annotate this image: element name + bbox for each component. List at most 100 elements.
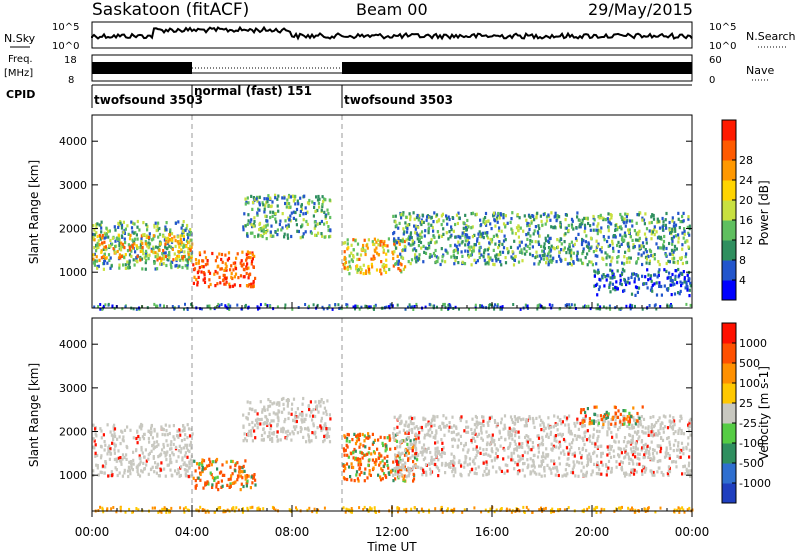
echo-cell <box>268 434 271 438</box>
echo-cell <box>113 423 116 427</box>
echo-cell <box>545 256 548 260</box>
echo-cell <box>426 432 429 436</box>
echo-cell <box>126 469 130 473</box>
echo-cell <box>495 447 498 451</box>
echo-cell <box>606 217 609 221</box>
echo-cell <box>260 433 264 438</box>
echo-cell <box>269 400 272 404</box>
echo-cell <box>251 407 254 411</box>
echo-cell <box>668 241 671 246</box>
echo-cell <box>200 270 203 274</box>
echo-cell <box>230 264 233 268</box>
echo-cell <box>166 463 169 467</box>
echo-cell <box>641 218 644 222</box>
echo-cell <box>177 449 180 453</box>
echo-cell <box>142 221 145 225</box>
echo-cell <box>549 218 552 222</box>
echo-cell <box>136 219 139 224</box>
echo-cell <box>617 453 620 457</box>
echo-cell <box>489 507 492 511</box>
echo-cell <box>118 435 121 439</box>
echo-cell <box>550 471 553 475</box>
echo-cell <box>294 411 297 415</box>
echo-cell <box>668 260 671 264</box>
echo-cell <box>406 442 409 446</box>
echo-cell <box>502 246 506 250</box>
echo-cell <box>481 438 484 442</box>
echo-cell <box>379 269 382 273</box>
echo-cell <box>374 303 377 307</box>
echo-cell <box>359 450 362 454</box>
echo-cell <box>474 307 477 311</box>
echo-cell <box>500 229 503 233</box>
echo-cell <box>502 216 505 220</box>
echo-cell <box>343 449 346 453</box>
echo-cell <box>325 221 328 225</box>
echo-cell <box>510 418 514 422</box>
echo-cell <box>484 508 487 512</box>
echo-cell <box>620 282 623 287</box>
echo-cell <box>688 506 691 510</box>
echo-cell <box>287 216 290 220</box>
echo-cell <box>541 438 544 442</box>
echo-cell <box>614 414 617 418</box>
echo-cell <box>623 277 626 282</box>
echo-cell <box>578 225 581 229</box>
echo-cell <box>367 451 370 455</box>
echo-cell <box>128 460 131 464</box>
echo-cell <box>216 475 219 479</box>
echo-cell <box>118 471 121 475</box>
echo-cell <box>281 196 284 200</box>
echo-cell <box>595 454 599 458</box>
echo-cell <box>525 218 528 222</box>
echo-cell <box>102 247 105 251</box>
echo-cell <box>193 267 197 271</box>
echo-cell <box>219 281 222 285</box>
echo-cell <box>471 431 474 436</box>
echo-cell <box>551 510 554 514</box>
echo-cell <box>211 460 214 464</box>
echo-cell <box>346 453 349 457</box>
echo-cell <box>209 282 212 287</box>
echo-cell <box>499 212 502 216</box>
echo-cell <box>647 278 650 282</box>
echo-cell <box>246 479 249 483</box>
echo-cell <box>428 302 431 306</box>
echo-cell <box>229 268 232 272</box>
echo-cell <box>156 465 159 470</box>
echo-cell <box>602 218 605 222</box>
colorbar-swatch <box>722 180 736 201</box>
echo-cell <box>115 457 118 461</box>
echo-cell <box>616 243 619 248</box>
echo-cell <box>391 304 394 308</box>
echo-cell <box>475 445 478 449</box>
echo-cell <box>485 460 488 464</box>
echo-cell <box>270 224 273 228</box>
echo-cell <box>612 249 615 253</box>
echo-cell <box>399 268 402 272</box>
echo-cell <box>456 247 459 251</box>
echo-cell <box>115 459 118 463</box>
echo-cell <box>607 244 610 248</box>
echo-cell <box>343 255 346 260</box>
echo-cell <box>540 462 543 466</box>
echo-cell <box>688 472 691 476</box>
echo-cell <box>525 424 528 428</box>
echo-cell <box>650 458 653 462</box>
echo-cell <box>407 451 410 455</box>
echo-cell <box>392 264 395 268</box>
echo-cell <box>660 293 663 297</box>
echo-cell <box>322 427 325 431</box>
echo-cell <box>504 438 507 442</box>
echo-cell <box>270 419 273 423</box>
echo-cell <box>593 450 596 454</box>
echo-cell <box>269 304 272 308</box>
echo-cell <box>467 242 470 247</box>
echo-cell <box>442 446 445 450</box>
echo-cell <box>484 231 487 235</box>
echo-cell <box>668 456 671 460</box>
echo-cell <box>313 205 316 209</box>
echo-cell <box>458 216 461 220</box>
echo-cell <box>397 259 400 263</box>
echo-cell <box>616 256 619 260</box>
